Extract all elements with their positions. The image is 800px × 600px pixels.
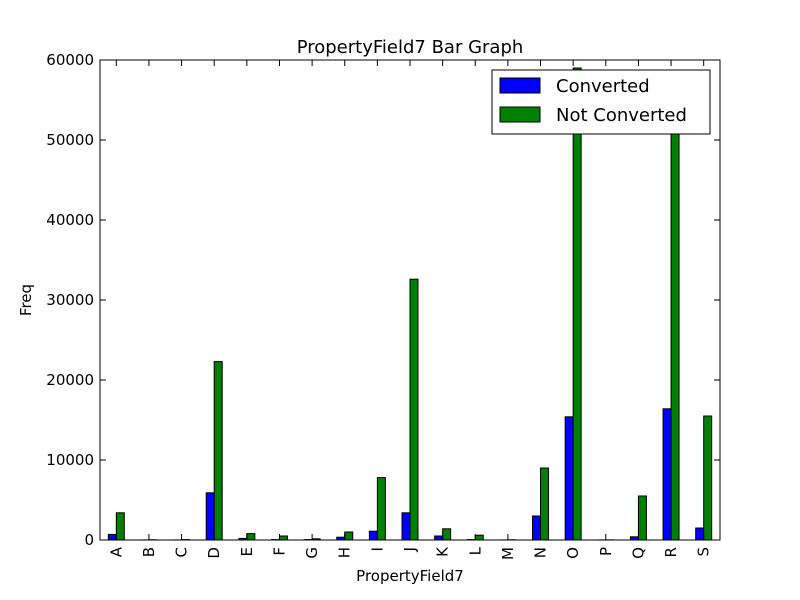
x-tick-label: I [368,547,386,551]
x-tick-label: P [597,547,615,556]
x-axis: A B C D E F G H I J K L M N O P Q R S [107,60,713,560]
x-tick-label: H [336,547,354,558]
y-tick-label: 60000 [46,51,94,69]
x-tick-label: K [434,546,452,557]
legend-swatch-not-converted [499,106,541,123]
x-tick-label: E [238,547,256,556]
x-axis-title: PropertyField7 [356,567,464,585]
bar-converted-S [695,527,705,541]
bar-not-converted-S [703,415,713,541]
bar-not-converted-Q [637,495,647,541]
legend-label-not-converted: Not Converted [556,105,687,126]
x-tick-label: D [205,547,223,559]
bar-converted-R [662,408,672,541]
bar-not-converted-J [409,278,419,541]
y-tick-label: 40000 [46,211,94,229]
x-tick-label: M [499,547,517,560]
chart-title: PropertyField7 Bar Graph [297,37,524,58]
x-tick-label: G [303,547,321,559]
y-tick-label: 50000 [46,131,94,149]
x-tick-label: A [107,546,125,557]
legend-label-converted: Converted [556,76,650,97]
x-tick-label: J [401,547,419,552]
y-axis-title: Freq [17,284,35,316]
bar-converted-I [368,530,378,541]
bars-layer [107,67,713,541]
x-tick-label: N [532,547,550,558]
x-tick-label: C [173,547,191,557]
y-tick-label: 20000 [46,371,94,389]
x-tick-label: S [695,547,713,557]
legend: Converted Not Converted [491,69,711,135]
y-tick-label: 0 [84,531,94,549]
bar-not-converted-H [344,531,354,541]
bar-converted-N [532,515,542,541]
x-tick-label: R [662,547,680,557]
bar-not-converted-I [376,477,386,541]
y-tick-label: 10000 [46,451,94,469]
x-tick-label: Q [629,547,647,559]
bar-not-converted-E [246,533,256,541]
y-tick-label: 30000 [46,291,94,309]
y-axis: 0 10000 20000 30000 40000 50000 60000 [46,51,720,549]
bar-not-converted-L [474,534,484,541]
x-tick-label: B [140,547,158,557]
x-tick-label: F [270,547,288,556]
bar-not-converted-D [213,361,223,541]
bar-converted-J [401,512,411,541]
bar-converted-K [434,535,444,541]
bar-not-converted-F [278,535,288,541]
bar-converted-O [564,416,574,541]
bar-not-converted-R [670,115,680,541]
legend-swatch-converted [499,77,541,94]
bar-not-converted-A [115,512,125,541]
bar-not-converted-N [540,467,550,541]
bar-converted-A [107,533,117,541]
x-tick-label: L [466,546,484,555]
bar-converted-D [205,492,215,541]
bar-not-converted-O [572,67,582,541]
x-tick-label: O [564,547,582,559]
bar-not-converted-K [442,528,452,541]
